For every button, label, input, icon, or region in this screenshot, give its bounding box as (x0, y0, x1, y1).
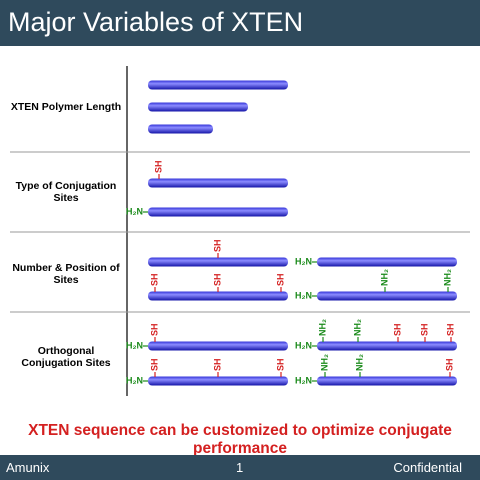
conjugation-site: SH (275, 273, 285, 286)
conjugation-site: SH (149, 273, 159, 286)
conjugation-site: NH₂ (354, 354, 364, 371)
conjugation-site: SH (212, 239, 222, 252)
xten-rod (317, 341, 457, 351)
xten-rod (148, 257, 288, 267)
xten-rod (148, 178, 288, 188)
conjugation-site: SH (153, 160, 163, 173)
conjugation-site: SH (445, 323, 455, 336)
xten-rod (148, 376, 288, 386)
title: Major Variables of XTEN (8, 7, 304, 37)
conjugation-site: SH (149, 358, 159, 371)
footer: Amunix 1 Confidential (0, 455, 480, 480)
row-label: XTEN Polymer Length (10, 101, 122, 113)
row-label: Number & Position of Sites (12, 262, 120, 286)
n-terminus: H₂N (295, 290, 312, 300)
conjugation-site: SH (212, 358, 222, 371)
xten-rod (148, 207, 288, 217)
footer-center: 1 (236, 460, 244, 475)
xten-rod (148, 80, 288, 90)
row-label: Orthogonal Conjugation Sites (21, 345, 111, 369)
n-terminus: H₂N (126, 206, 143, 216)
conjugation-site: SH (392, 323, 402, 336)
n-terminus: H₂N (126, 375, 143, 385)
conjugation-site: NH₂ (352, 319, 362, 336)
xten-rod (317, 257, 457, 267)
n-terminus: H₂N (295, 375, 312, 385)
header: Major Variables of XTEN (0, 0, 480, 46)
conjugation-site: SH (212, 273, 222, 286)
conjugation-site: NH₂ (442, 269, 452, 286)
conjugation-site: SH (149, 323, 159, 336)
conjugation-site: NH₂ (319, 354, 329, 371)
footer-right: Confidential (393, 460, 462, 475)
conjugation-site: SH (275, 358, 285, 371)
conjugation-site: SH (419, 323, 429, 336)
xten-rod (148, 102, 248, 112)
row-label: Type of Conjugation Sites (15, 180, 117, 204)
xten-rod (317, 291, 457, 301)
conjugation-site: NH₂ (317, 319, 327, 336)
message: XTEN sequence can be customized to optim… (28, 422, 452, 457)
xten-rod (148, 291, 288, 301)
xten-rod (148, 124, 213, 134)
n-terminus: H₂N (126, 340, 143, 350)
xten-rod (148, 341, 288, 351)
conjugation-site: SH (444, 358, 454, 371)
n-terminus: H₂N (295, 256, 312, 266)
n-terminus: H₂N (295, 340, 312, 350)
footer-left: Amunix (6, 460, 50, 475)
conjugation-site: NH₂ (379, 269, 389, 286)
xten-rod (317, 376, 457, 386)
